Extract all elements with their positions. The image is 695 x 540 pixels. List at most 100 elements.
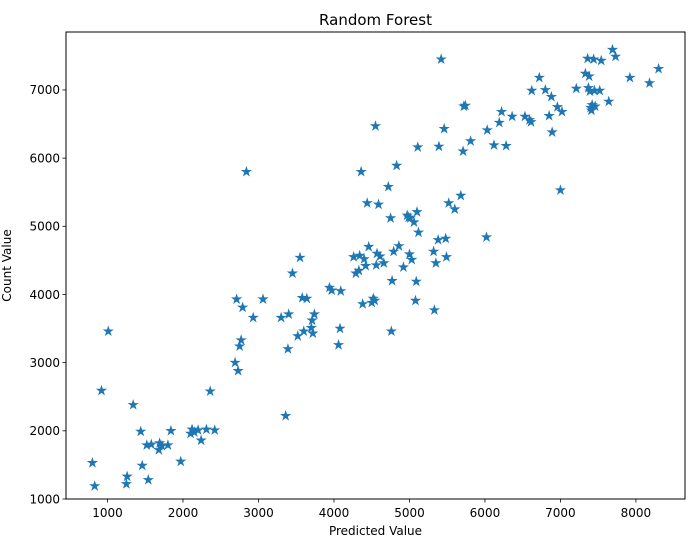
data-point bbox=[195, 434, 207, 446]
data-point bbox=[286, 267, 299, 279]
data-point bbox=[332, 339, 345, 350]
data-point bbox=[594, 84, 606, 96]
data-point bbox=[408, 216, 420, 227]
data-point bbox=[204, 385, 216, 397]
data-point bbox=[102, 325, 114, 337]
data-point bbox=[643, 77, 656, 88]
data-point bbox=[411, 206, 423, 217]
data-point bbox=[406, 253, 418, 265]
y-axis-label: Count Value bbox=[0, 229, 14, 301]
data-point bbox=[433, 140, 445, 152]
data-point bbox=[162, 439, 174, 450]
data-point bbox=[525, 116, 537, 127]
x-tick-label: 1000 bbox=[92, 506, 123, 520]
data-point bbox=[495, 105, 508, 117]
data-point bbox=[404, 212, 416, 223]
data-point bbox=[298, 325, 310, 337]
data-point bbox=[363, 240, 375, 252]
data-point bbox=[372, 198, 385, 210]
data-point bbox=[533, 71, 545, 83]
data-point bbox=[438, 122, 450, 134]
data-point bbox=[386, 274, 398, 286]
data-point bbox=[428, 245, 440, 257]
data-point bbox=[374, 250, 386, 262]
data-point bbox=[95, 384, 108, 396]
data-point bbox=[603, 95, 615, 107]
data-point bbox=[652, 62, 665, 74]
y-tick-label: 2000 bbox=[29, 424, 60, 438]
data-point bbox=[397, 261, 410, 272]
y-tick-label: 4000 bbox=[29, 288, 60, 302]
data-point bbox=[546, 126, 558, 137]
data-point bbox=[326, 284, 338, 296]
data-point bbox=[145, 438, 157, 450]
data-point bbox=[282, 343, 294, 354]
data-point bbox=[465, 135, 477, 146]
data-point bbox=[440, 232, 452, 244]
data-point bbox=[357, 298, 369, 309]
x-axis: 1000 2000 3000 4000 5000 6000 7000 8000 bbox=[92, 499, 651, 520]
data-point bbox=[247, 311, 259, 323]
data-point bbox=[545, 90, 557, 102]
data-point bbox=[430, 257, 442, 268]
data-point bbox=[136, 459, 148, 471]
data-point bbox=[235, 334, 247, 345]
data-point bbox=[459, 99, 471, 111]
data-point bbox=[543, 109, 555, 121]
data-point bbox=[360, 259, 372, 271]
data-point bbox=[378, 257, 390, 268]
data-point bbox=[500, 139, 512, 151]
data-point bbox=[308, 308, 320, 320]
data-point bbox=[539, 84, 551, 95]
y-axis: 1000 2000 3000 4000 5000 6000 7000 bbox=[29, 83, 66, 506]
data-point bbox=[280, 409, 292, 421]
data-point bbox=[449, 203, 461, 215]
data-point bbox=[355, 165, 367, 177]
data-point bbox=[361, 197, 373, 208]
data-point bbox=[440, 251, 453, 262]
x-tick-label: 3000 bbox=[243, 506, 274, 520]
data-point bbox=[412, 141, 424, 152]
data-point bbox=[257, 293, 269, 305]
data-point bbox=[384, 212, 397, 223]
data-point bbox=[432, 234, 444, 245]
data-point bbox=[455, 189, 467, 201]
data-point bbox=[457, 145, 469, 157]
data-point bbox=[209, 424, 221, 435]
data-point bbox=[412, 226, 425, 238]
data-point bbox=[334, 322, 346, 334]
data-point bbox=[237, 301, 249, 313]
data-point bbox=[609, 50, 622, 62]
data-point bbox=[435, 53, 447, 65]
data-point bbox=[306, 314, 318, 326]
data-point bbox=[232, 364, 244, 376]
data-point bbox=[556, 105, 568, 117]
data-point bbox=[230, 293, 243, 305]
data-point bbox=[234, 340, 246, 352]
data-point bbox=[588, 53, 600, 65]
y-tick-label: 1000 bbox=[29, 492, 60, 506]
data-point bbox=[229, 356, 241, 368]
data-point bbox=[570, 82, 582, 94]
data-point bbox=[391, 159, 403, 171]
data-point bbox=[307, 327, 319, 339]
data-point bbox=[89, 480, 101, 491]
data-point bbox=[488, 139, 500, 150]
data-point bbox=[410, 275, 422, 287]
x-axis-label: Predicted Value bbox=[329, 524, 422, 538]
y-tick-label: 6000 bbox=[29, 151, 60, 165]
data-point bbox=[275, 311, 287, 323]
data-point bbox=[165, 424, 177, 436]
data-point bbox=[428, 304, 440, 315]
data-point bbox=[582, 52, 594, 64]
x-tick-label: 7000 bbox=[545, 506, 576, 520]
data-point bbox=[200, 423, 213, 435]
y-tick-label: 7000 bbox=[29, 83, 60, 97]
data-point bbox=[86, 456, 99, 468]
data-point bbox=[481, 124, 493, 135]
data-point bbox=[358, 253, 370, 264]
data-point bbox=[142, 474, 154, 485]
y-tick-label: 3000 bbox=[29, 356, 60, 370]
data-point bbox=[409, 294, 422, 306]
